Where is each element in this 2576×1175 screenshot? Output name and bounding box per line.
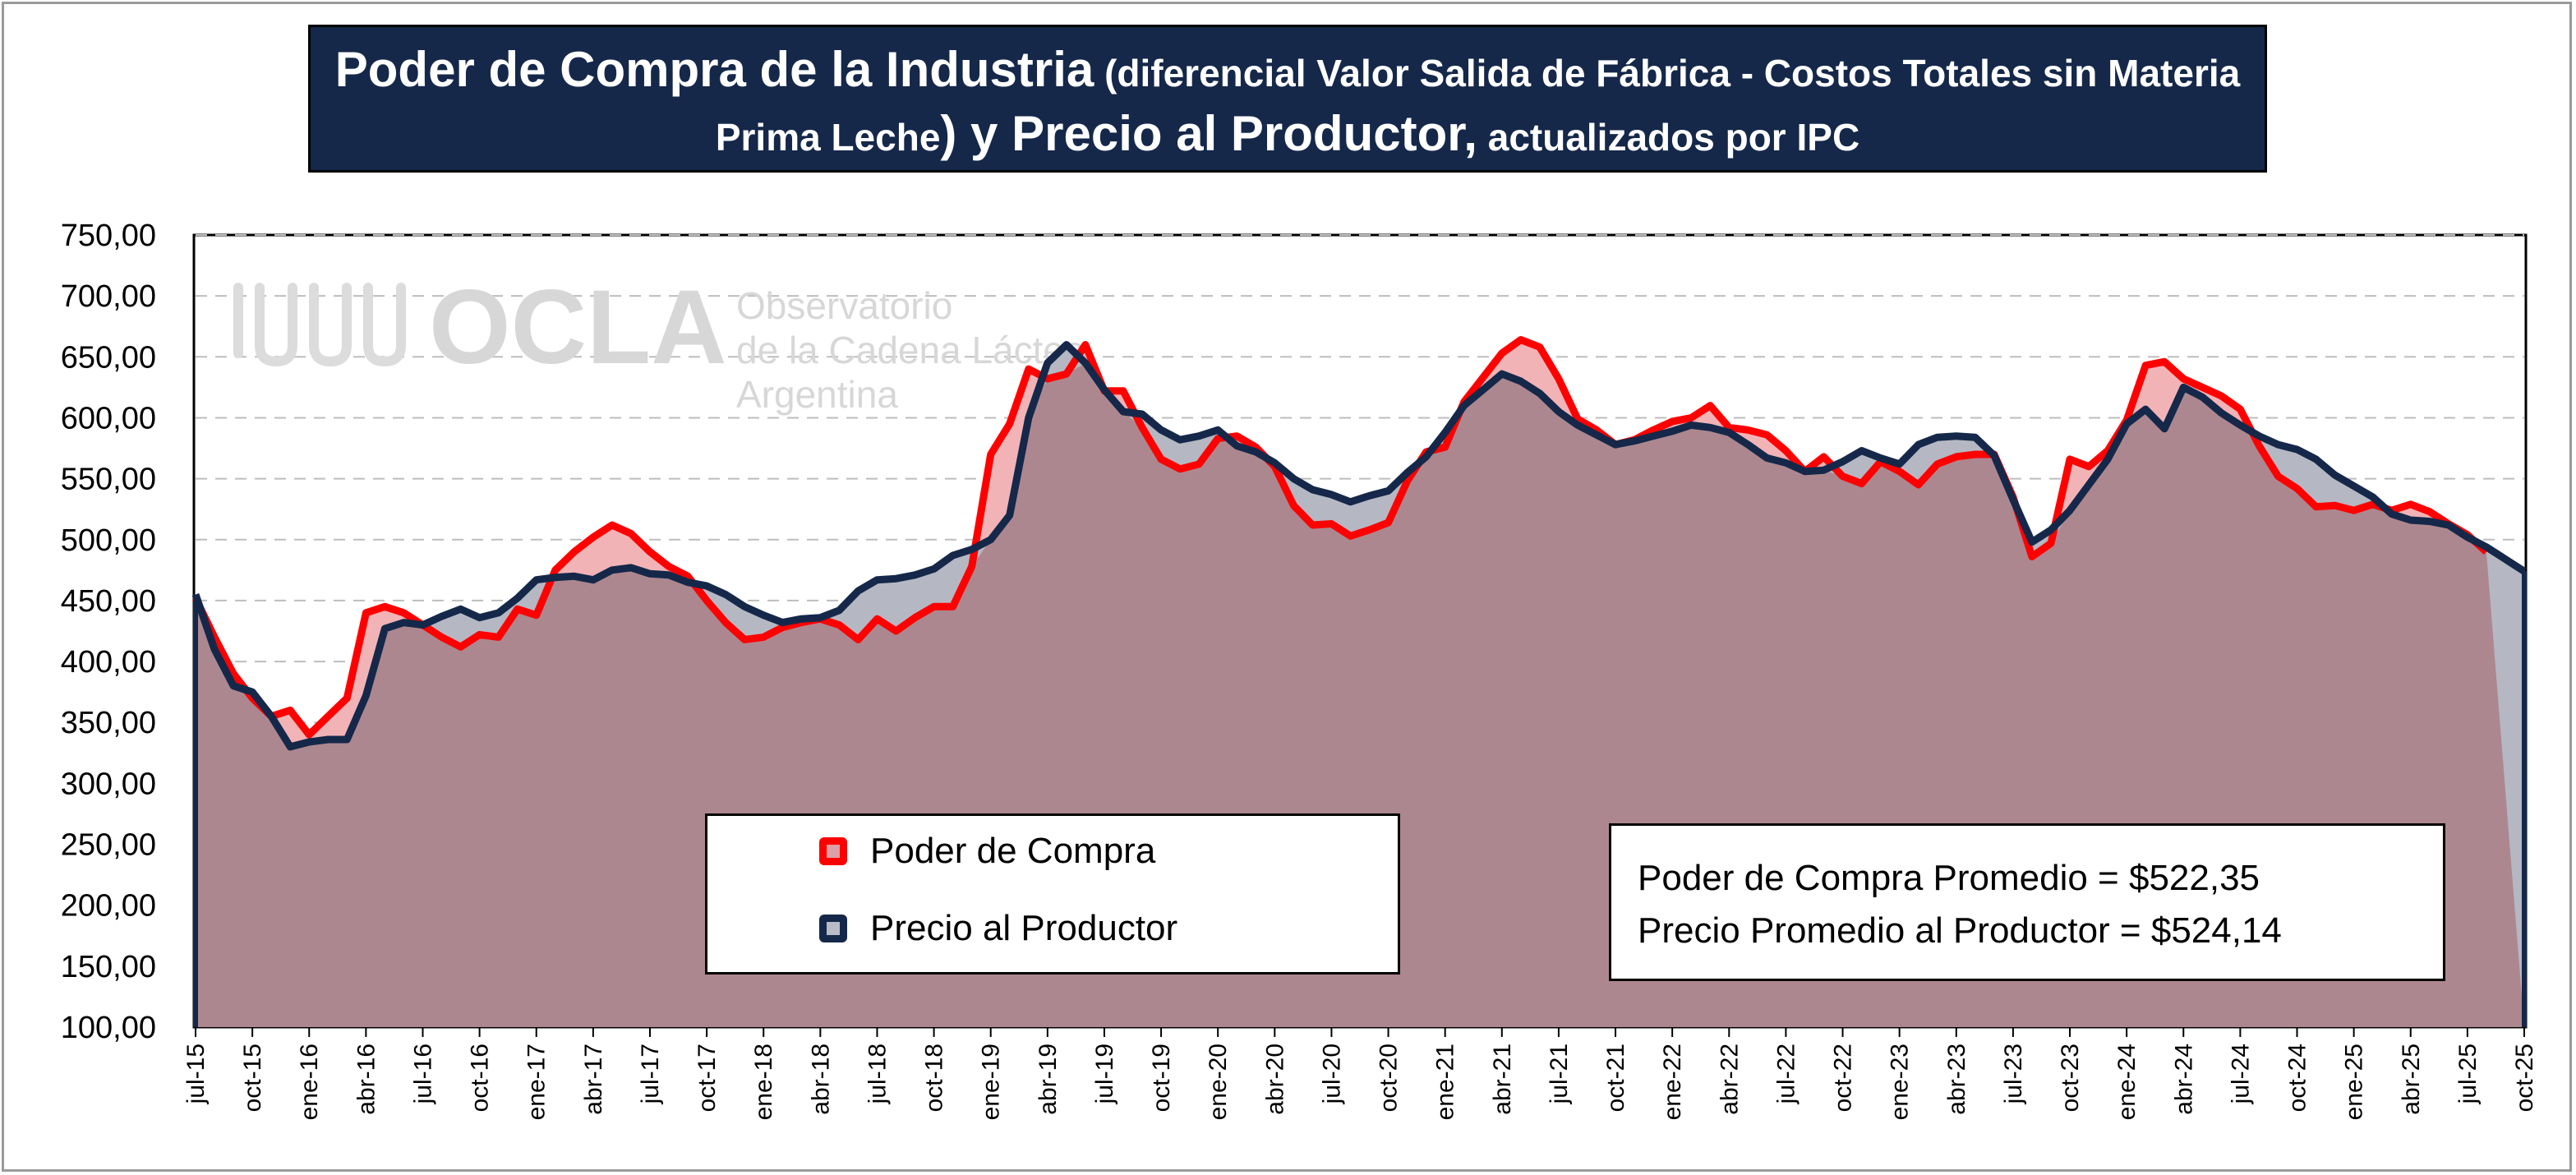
average-precio-productor: Precio Promedio al Productor = $524,14 bbox=[1638, 910, 2282, 951]
legend-label-poder: Poder de Compra bbox=[870, 831, 1156, 871]
x-tick-label: ene-16 bbox=[296, 1044, 323, 1120]
y-tick-label: 350,00 bbox=[61, 706, 156, 740]
x-tick-label: oct-22 bbox=[1830, 1044, 1857, 1112]
x-tick-label: abr-18 bbox=[807, 1044, 834, 1115]
x-tick-label: oct-21 bbox=[1602, 1044, 1629, 1112]
x-tick-label: jul-16 bbox=[409, 1044, 436, 1104]
x-tick-label: oct-23 bbox=[2057, 1044, 2084, 1112]
x-tick-label: abr-16 bbox=[353, 1044, 380, 1115]
chart-title: Poder de Compra de la Industria (diferen… bbox=[308, 25, 2267, 173]
y-tick-label: 200,00 bbox=[61, 889, 156, 924]
x-tick-label: oct-18 bbox=[921, 1044, 948, 1112]
title-part-1: Poder de Compra de la Industria bbox=[334, 42, 1094, 97]
legend-item-precio: Precio al Productor bbox=[819, 908, 1178, 949]
x-tick-label: oct-15 bbox=[239, 1044, 266, 1112]
title-line-1: Poder de Compra de la Industria (diferen… bbox=[311, 39, 2265, 114]
x-tick-label: ene-19 bbox=[978, 1044, 1005, 1120]
x-tick-label: oct-19 bbox=[1148, 1044, 1175, 1112]
x-tick-label: oct-16 bbox=[467, 1044, 494, 1112]
x-tick-label: ene-21 bbox=[1432, 1044, 1459, 1120]
x-tick-label: abr-20 bbox=[1261, 1044, 1288, 1115]
x-tick-label: abr-23 bbox=[1943, 1044, 1970, 1115]
x-tick-label: abr-24 bbox=[2170, 1044, 2197, 1115]
x-tick-label: ene-25 bbox=[2341, 1044, 2368, 1120]
y-tick-label: 500,00 bbox=[61, 523, 156, 558]
x-tick-label: ene-18 bbox=[750, 1044, 777, 1120]
title-line-2: Prima Leche) y Precio al Productor, actu… bbox=[311, 103, 2265, 178]
y-tick-label: 450,00 bbox=[61, 584, 156, 619]
legend-label-precio: Precio al Productor bbox=[870, 908, 1178, 948]
y-tick-label: 400,00 bbox=[61, 645, 156, 680]
x-tick-label: jul-15 bbox=[182, 1044, 210, 1104]
watermark-line3: Argentina bbox=[736, 373, 898, 416]
x-tick-label: abr-22 bbox=[1716, 1044, 1743, 1115]
x-tick-label: ene-17 bbox=[523, 1044, 551, 1120]
y-tick-label: 100,00 bbox=[61, 1011, 156, 1045]
x-tick-label: oct-17 bbox=[694, 1044, 721, 1112]
x-tick-label: jul-17 bbox=[637, 1044, 664, 1104]
y-axis-ticks: 100,00 150,00 200,00 250,00 300,00 350,00 400,… bbox=[61, 219, 156, 1045]
x-axis-ticks: jul-15 oct-15 ene-16 abr-16 jul-16 oct-16 ene-… bbox=[182, 1027, 2538, 1120]
series-lines bbox=[191, 336, 2527, 1027]
x-tick-label: jul-22 bbox=[1772, 1044, 1800, 1104]
watermark-name: OCLA bbox=[429, 269, 727, 386]
x-tick-label: ene-20 bbox=[1205, 1044, 1232, 1120]
x-tick-label: jul-24 bbox=[2227, 1044, 2254, 1104]
x-tick-label: abr-17 bbox=[580, 1044, 607, 1115]
y-tick-label: 750,00 bbox=[61, 219, 156, 253]
x-tick-label: jul-23 bbox=[2000, 1044, 2027, 1104]
x-tick-label: abr-19 bbox=[1035, 1044, 1062, 1115]
watermark-line2: de la Cadena Láctea bbox=[736, 329, 1085, 371]
title-part-2: (diferencial Valor Salida de Fábrica - C… bbox=[1094, 52, 2241, 94]
y-tick-label: 250,00 bbox=[61, 828, 156, 863]
title-part-3: Prima Leche bbox=[715, 116, 941, 159]
x-tick-label: ene-24 bbox=[2113, 1044, 2141, 1120]
legend-item-poder: Poder de Compra bbox=[819, 831, 1156, 872]
title-part-5: Precio al Productor, bbox=[1012, 106, 1477, 161]
legend-swatch-precio bbox=[819, 915, 847, 942]
x-tick-label: jul-19 bbox=[1091, 1044, 1118, 1104]
x-tick-label: jul-18 bbox=[864, 1044, 891, 1104]
y-tick-label: 300,00 bbox=[61, 767, 156, 801]
y-tick-label: 150,00 bbox=[61, 950, 156, 984]
x-tick-label: oct-25 bbox=[2511, 1044, 2538, 1112]
x-tick-label: abr-25 bbox=[2398, 1044, 2425, 1115]
x-tick-label: oct-24 bbox=[2284, 1044, 2311, 1112]
x-tick-label: jul-25 bbox=[2454, 1044, 2482, 1104]
title-part-6: actualizados por IPC bbox=[1477, 116, 1860, 159]
x-tick-label: jul-20 bbox=[1318, 1044, 1345, 1104]
ocla-watermark: OCLA Observatorio de la Cadena Láctea Ar… bbox=[233, 269, 1085, 416]
ocla-logo-icon bbox=[233, 283, 406, 367]
poder-de-compra-line bbox=[191, 336, 2489, 739]
x-tick-label: ene-22 bbox=[1659, 1044, 1686, 1120]
legend: Poder de Compra Precio al Productor bbox=[705, 813, 1400, 975]
x-tick-label: jul-21 bbox=[1546, 1044, 1573, 1104]
watermark-line1: Observatorio bbox=[736, 284, 952, 327]
x-tick-label: oct-20 bbox=[1376, 1044, 1403, 1112]
y-tick-label: 550,00 bbox=[61, 463, 156, 497]
precio-productor-line bbox=[191, 341, 2527, 751]
title-part-4: ) y bbox=[940, 106, 1012, 161]
y-tick-label: 700,00 bbox=[61, 279, 156, 314]
average-poder-de-compra: Poder de Compra Promedio = $522,35 bbox=[1638, 858, 2260, 898]
x-tick-label: ene-23 bbox=[1887, 1044, 1914, 1120]
y-tick-label: 650,00 bbox=[61, 340, 156, 375]
averages-box: Poder de Compra Promedio = $522,35 Preci… bbox=[1609, 823, 2445, 981]
legend-swatch-poder bbox=[819, 837, 847, 865]
x-tick-label: abr-21 bbox=[1489, 1044, 1516, 1115]
y-tick-label: 600,00 bbox=[61, 401, 156, 435]
